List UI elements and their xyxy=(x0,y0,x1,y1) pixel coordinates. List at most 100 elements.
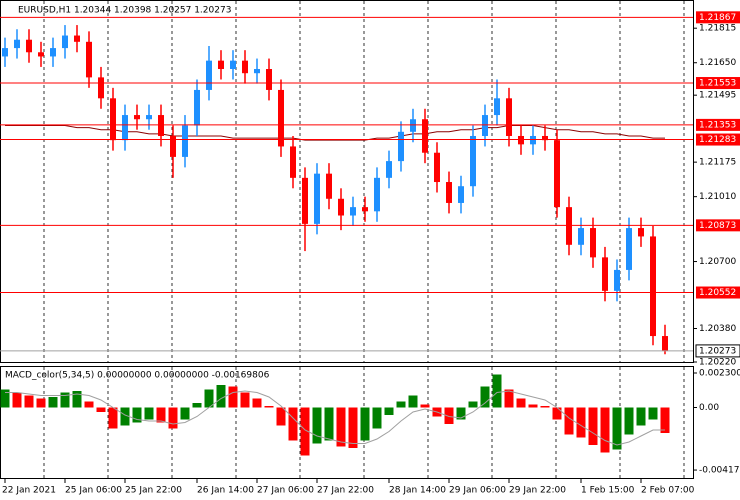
histogram-bar xyxy=(408,395,418,408)
candle-body xyxy=(266,69,272,90)
histogram-bar xyxy=(228,386,238,408)
histogram-bar xyxy=(288,407,298,441)
candle-body xyxy=(38,52,44,57)
indicator-panel xyxy=(0,366,694,479)
histogram-bar xyxy=(312,407,322,444)
chart-title: EURUSD,H1 1.20344 1.20398 1.20257 1.2027… xyxy=(18,6,231,16)
histogram-bar xyxy=(372,407,382,429)
histogram-bar xyxy=(576,407,586,438)
candle-body xyxy=(278,89,284,147)
x-tick-label: 25 Jan 22:00 xyxy=(125,486,182,496)
candle-body xyxy=(158,115,164,136)
x-tick-label: 22 Jan 2021 xyxy=(2,486,56,496)
y-tick-label: 1.20220 xyxy=(699,358,736,368)
x-tick-label: 29 Jan 06:00 xyxy=(449,486,506,496)
histogram-bar xyxy=(48,397,58,408)
price-panel xyxy=(0,0,694,363)
candle-body xyxy=(386,161,392,178)
histogram-bar xyxy=(24,395,34,408)
candle-body xyxy=(566,207,572,245)
candle-body xyxy=(122,115,128,141)
candle-body xyxy=(374,177,380,212)
candle-body xyxy=(146,115,152,120)
candle-body xyxy=(578,228,584,245)
candle-body xyxy=(194,89,200,126)
x-tick-label: 2 Feb 07:00 xyxy=(641,486,695,496)
histogram-bar xyxy=(384,407,394,415)
candle-body xyxy=(362,207,368,212)
histogram-bar xyxy=(468,401,478,408)
candle-body xyxy=(302,177,308,224)
histogram-bar xyxy=(0,389,10,408)
candle-body xyxy=(242,60,248,74)
histogram-bar xyxy=(324,407,334,441)
histogram-bar xyxy=(648,407,658,420)
histogram-bar xyxy=(144,407,154,420)
y-tick-label: 1.21815 xyxy=(699,24,736,34)
y-tick-label: 1.21175 xyxy=(699,158,736,168)
histogram-bar xyxy=(264,406,274,408)
candle-body xyxy=(230,60,236,70)
price-level-box xyxy=(696,77,740,90)
candle-body xyxy=(458,186,464,203)
x-tick-label: 29 Jan 22:00 xyxy=(509,486,566,496)
price-level-box xyxy=(696,11,740,24)
candle-body xyxy=(86,41,92,78)
candle-body xyxy=(218,60,224,70)
candle-body xyxy=(110,98,116,141)
price-level-box xyxy=(696,219,740,232)
histogram-bar xyxy=(36,398,46,408)
current-price-box xyxy=(695,344,740,358)
histogram-bar xyxy=(420,404,430,408)
candle-body xyxy=(422,119,428,153)
price-level-label: 1.21283 xyxy=(699,135,736,145)
indicator-title: MACD_color(5,34,5) 0.00000000 0.00000000… xyxy=(5,371,270,381)
histogram-bar xyxy=(396,401,406,408)
y-tick-label: 1.21495 xyxy=(699,91,736,101)
candle-body xyxy=(50,48,56,57)
candle-body xyxy=(410,119,416,132)
histogram-bar xyxy=(84,401,94,408)
candle-body xyxy=(530,135,536,145)
price-level-label: 1.20552 xyxy=(699,288,736,298)
candle-body xyxy=(14,39,20,49)
histogram-bar xyxy=(504,389,514,408)
x-tick-label: 25 Jan 06:00 xyxy=(65,486,122,496)
candle-body xyxy=(314,173,320,224)
x-tick-label: 27 Jan 22:00 xyxy=(317,486,374,496)
histogram-bar xyxy=(132,407,142,423)
signal-line xyxy=(5,390,665,446)
candle-body xyxy=(326,173,332,199)
histogram-bar xyxy=(516,398,526,408)
histogram-bar xyxy=(540,406,550,408)
candle-body xyxy=(62,35,68,49)
candle-body xyxy=(614,269,620,291)
candle-body xyxy=(494,98,500,116)
y-tick-label: 0.0023003 xyxy=(699,368,740,378)
candle-body xyxy=(470,135,476,187)
histogram-bar xyxy=(12,392,22,408)
candle-body xyxy=(182,125,188,157)
histogram-bar xyxy=(156,407,166,423)
histogram-bar xyxy=(564,407,574,435)
candle-body xyxy=(206,60,212,90)
histogram-bar xyxy=(612,407,622,450)
candle-body xyxy=(2,48,8,57)
candle-body xyxy=(74,35,80,42)
price-level-label: 1.21867 xyxy=(699,13,736,23)
current-price-label: 1.20273 xyxy=(699,346,736,356)
histogram-bar xyxy=(168,407,178,429)
histogram-bar xyxy=(120,407,130,426)
histogram-bar xyxy=(552,407,562,420)
histogram-bar xyxy=(276,407,286,426)
candle-body xyxy=(254,69,260,74)
price-level-label: 1.20873 xyxy=(699,221,736,231)
candle-body xyxy=(542,135,548,141)
y-tick-label: 1.21650 xyxy=(699,58,736,68)
histogram-bar xyxy=(348,407,358,448)
y-tick-label: -0.004170 xyxy=(699,466,740,476)
histogram-bar xyxy=(240,392,250,408)
histogram-bar xyxy=(492,374,502,408)
x-tick-label: 26 Jan 14:00 xyxy=(197,486,254,496)
